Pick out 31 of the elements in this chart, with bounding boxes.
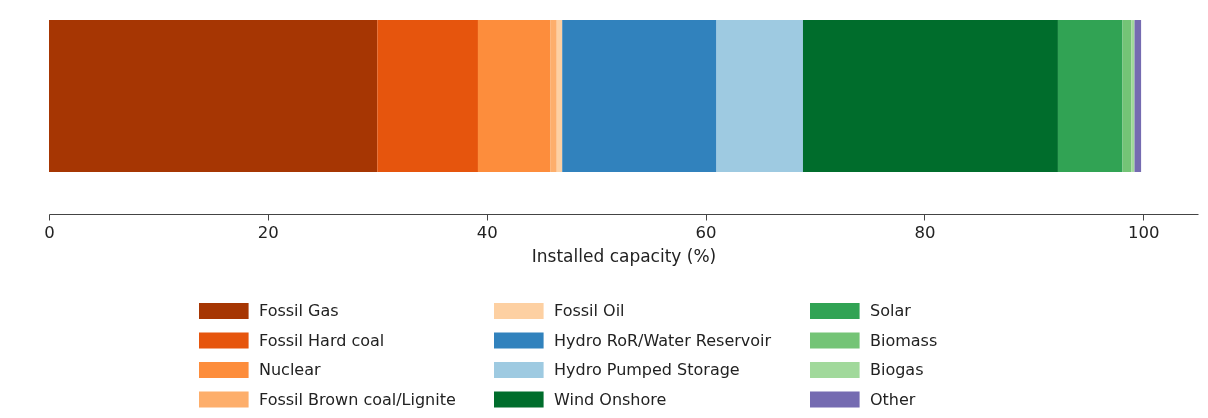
legend-label: Other [870,389,916,409]
x-tick-label: 20 [257,222,279,242]
bar [1122,20,1132,172]
legend-label: Solar [870,301,912,320]
legend-label: Fossil Oil [554,301,625,320]
bar [562,20,717,172]
bar [550,20,557,172]
bar [1134,20,1142,172]
x-tick-label: 100 [1128,222,1160,242]
bar [556,20,563,172]
legend-label: Fossil Hard coal [259,330,385,350]
x-axis-title: Installed capacity (%) [531,246,717,266]
x-tick-label: 0 [44,222,55,242]
legend-label: Wind Onshore [554,389,667,409]
legend-label: Biogas [870,360,924,379]
legend-label: Nuclear [259,360,321,379]
bar [477,20,551,172]
x-tick-label: 40 [476,222,498,242]
legend-label: Fossil Gas [259,301,339,320]
x-tick-label: 60 [695,222,717,242]
bar [377,20,478,172]
legend-label: Hydro RoR/Water Reservoir [554,330,772,350]
legend-label: Fossil Brown coal/Lignite [259,389,456,409]
legend-label: Hydro Pumped Storage [554,360,740,379]
bar [49,20,378,172]
legend-label: Biomass [870,330,938,350]
bar [716,20,803,172]
x-tick-label: 80 [914,222,936,242]
bar [1057,20,1123,172]
bar [1131,20,1135,172]
bar [802,20,1058,172]
